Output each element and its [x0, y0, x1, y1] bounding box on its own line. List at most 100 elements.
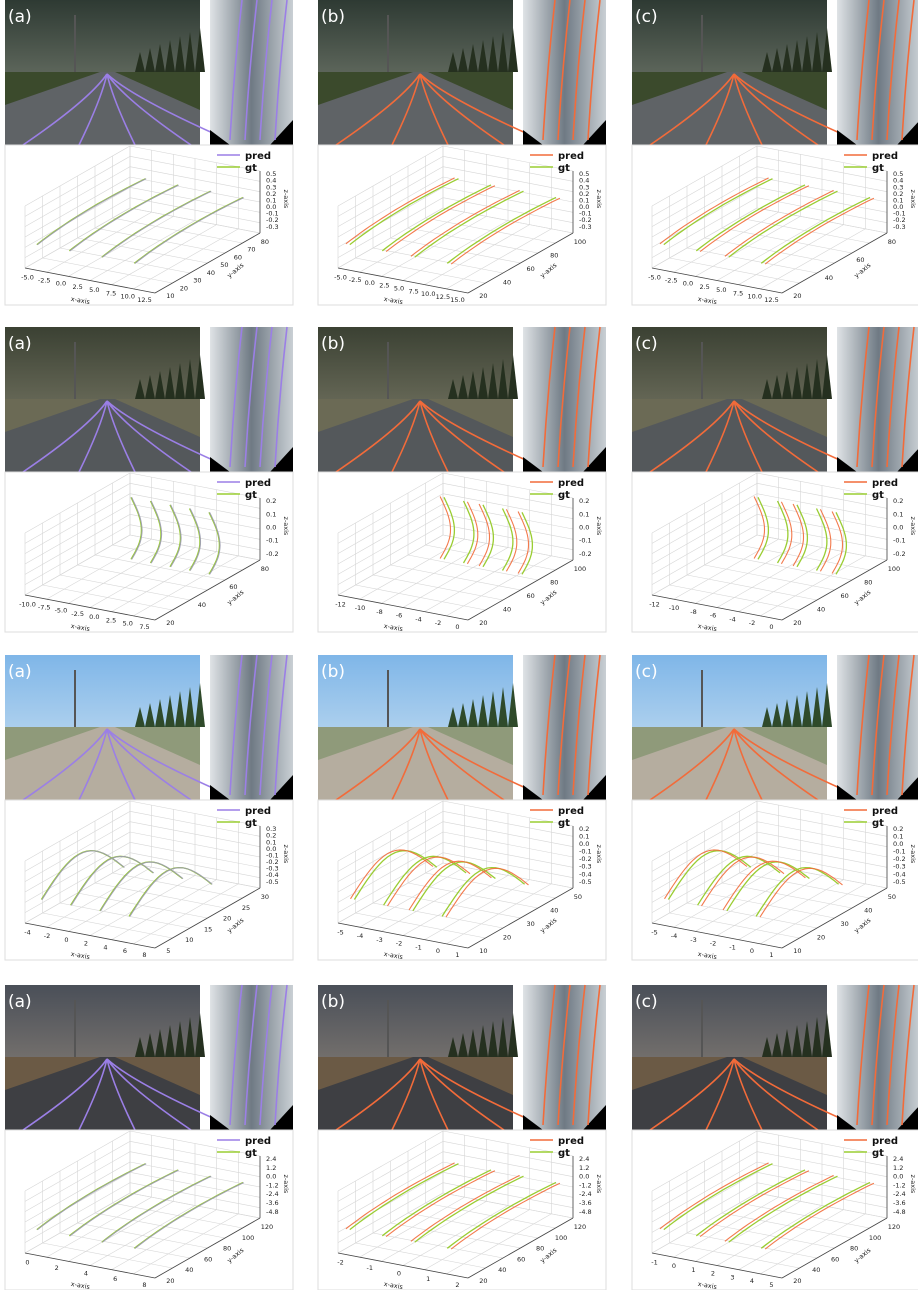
z-tick-label: -2.4	[579, 1190, 592, 1198]
panel-label: (c)	[635, 7, 658, 27]
x-tick-label: 7.5	[139, 623, 149, 631]
bev-image	[837, 0, 918, 145]
x-tick-label: -2	[749, 619, 755, 627]
x-tick-label: -4	[415, 615, 421, 623]
z-axis-label: z-axis	[595, 517, 603, 536]
x-tick-label: -5	[337, 928, 343, 936]
z-tick-label: 2.4	[893, 1155, 903, 1163]
z-tick-label: -2.4	[266, 1190, 279, 1198]
x-tick-label: 7.5	[106, 289, 116, 297]
road-image: (b)	[318, 0, 553, 145]
x-tick-label: 5.0	[394, 285, 404, 293]
x-tick-label: 12.5	[436, 293, 450, 301]
y-tick-label: 40	[207, 269, 215, 277]
y-tick-label: 40	[825, 274, 833, 282]
y-tick-label: 80	[850, 1245, 858, 1253]
y-tick-label: 60	[841, 592, 849, 600]
bev-image	[523, 655, 606, 800]
z-tick-label: -2.4	[893, 1190, 906, 1198]
x-tick-label: -7.5	[38, 603, 51, 611]
y-tick-label: 20	[479, 292, 487, 300]
y-tick-label: 80	[261, 238, 269, 246]
road-image: (a)	[5, 985, 240, 1130]
y-tick-label: 100	[555, 1234, 567, 1242]
x-tick-label: -5.0	[21, 273, 34, 281]
y-tick-label: 100	[869, 1234, 881, 1242]
legend-label: pred	[872, 806, 898, 817]
z-tick-label: -1.2	[579, 1181, 592, 1189]
z-axis-label: z-axis	[909, 517, 917, 536]
x-tick-label: -5	[651, 928, 657, 936]
x-tick-label: 8	[142, 1281, 146, 1289]
legend-label: gt	[872, 490, 884, 501]
z-tick-label: 0.0	[266, 523, 276, 531]
legend-label: gt	[872, 163, 884, 174]
y-tick-label: 100	[242, 1234, 254, 1242]
plot-3d: -12-10-8-6-4-20204060801000.20.10.0-0.1-…	[318, 472, 606, 633]
bev-image	[523, 327, 606, 472]
bev-image	[210, 655, 293, 800]
y-tick-label: 50	[888, 893, 896, 901]
z-tick-label: 0.0	[893, 1173, 903, 1181]
x-tick-label: 2	[711, 1270, 715, 1278]
panel-label: (b)	[321, 992, 345, 1012]
panel-label: (a)	[8, 334, 32, 354]
x-tick-label: 2	[55, 1264, 59, 1272]
y-tick-label: 40	[812, 1266, 820, 1274]
x-tick-label: -2	[710, 940, 716, 948]
x-tick-label: -2	[44, 932, 50, 940]
z-tick-label: -4.8	[266, 1208, 279, 1216]
x-tick-label: 7.5	[408, 287, 418, 295]
z-tick-label: 0.1	[893, 510, 903, 518]
bev-image	[523, 0, 606, 145]
x-tick-label: 2.5	[699, 283, 709, 291]
y-tick-label: 20	[793, 292, 801, 300]
y-tick-label: 20	[817, 934, 825, 942]
y-tick-label: 20	[223, 915, 231, 923]
z-axis-label: z-axis	[282, 190, 290, 209]
y-tick-label: 40	[198, 601, 206, 609]
x-tick-label: -1	[367, 1264, 373, 1272]
z-tick-label: -0.1	[266, 537, 279, 545]
z-axis-label: z-axis	[595, 190, 603, 209]
y-tick-label: 120	[574, 1223, 586, 1231]
panel-label: (a)	[8, 662, 32, 682]
x-tick-label: 2.5	[379, 282, 389, 290]
x-tick-label: 5.0	[123, 620, 133, 628]
y-tick-label: 30	[193, 277, 201, 285]
x-tick-label: -5.0	[648, 273, 661, 281]
z-tick-label: -0.1	[579, 537, 592, 545]
y-tick-label: 80	[550, 252, 558, 260]
legend-label: pred	[872, 1136, 898, 1147]
legend-label: pred	[558, 1136, 584, 1147]
z-tick-label: -0.2	[266, 550, 279, 558]
y-tick-label: 50	[574, 893, 582, 901]
road-image: (b)	[318, 655, 553, 800]
y-tick-label: 40	[503, 606, 511, 614]
panel: (a)-5.0-2.50.02.55.07.510.012.5102030405…	[5, 0, 293, 306]
z-tick-label: 1.2	[266, 1164, 276, 1172]
x-tick-label: 0	[455, 623, 459, 631]
panel-label: (b)	[321, 662, 345, 682]
y-tick-label: 80	[550, 579, 558, 587]
x-tick-label: 10.0	[121, 293, 135, 301]
bev-image	[210, 985, 293, 1130]
legend-label: pred	[245, 478, 271, 489]
x-tick-label: 2	[455, 1281, 459, 1289]
z-tick-label: 0.1	[266, 510, 276, 518]
z-tick-label: -0.3	[579, 223, 592, 231]
legend-label: pred	[245, 1136, 271, 1147]
y-tick-label: 30	[261, 893, 269, 901]
y-tick-label: 100	[574, 238, 586, 246]
x-tick-label: 5.0	[89, 286, 99, 294]
x-tick-label: -4	[729, 615, 735, 623]
z-tick-label: 0.2	[893, 497, 903, 505]
y-tick-label: 60	[831, 1255, 839, 1263]
z-tick-label: -0.2	[579, 550, 592, 558]
z-tick-label: -0.2	[893, 550, 906, 558]
y-tick-label: 100	[574, 565, 586, 573]
z-tick-label: -0.5	[579, 878, 592, 886]
x-tick-label: -2.5	[71, 610, 84, 618]
y-tick-label: 80	[864, 579, 872, 587]
x-tick-label: 5	[769, 1281, 773, 1289]
